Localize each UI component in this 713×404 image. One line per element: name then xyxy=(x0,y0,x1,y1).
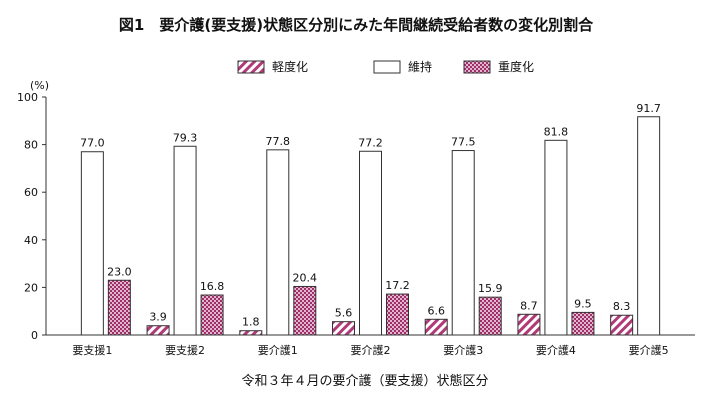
bar-3-0 xyxy=(107,279,131,336)
bar-3-3 xyxy=(386,293,409,336)
legend: 軽度化 維持 重度化 xyxy=(237,59,534,74)
data-label-2-3: 77.2 xyxy=(358,136,383,149)
data-label-1-5: 8.7 xyxy=(520,299,538,312)
y-tick-label-4: 80 xyxy=(24,139,38,152)
bar-2-3 xyxy=(359,150,382,336)
data-label-3-5: 9.5 xyxy=(574,297,592,310)
bar-2-5 xyxy=(544,139,568,336)
x-tick-label-0: 要支援1 xyxy=(72,343,112,357)
bar-2-4 xyxy=(451,150,475,336)
legend-swatch-2 xyxy=(373,60,401,74)
x-tick-label-6: 要介護5 xyxy=(629,343,669,357)
bar-1-1 xyxy=(146,325,170,336)
x-tick-label-3: 要介護2 xyxy=(351,343,391,357)
data-label-2-0: 77.0 xyxy=(80,137,105,150)
bar-3-1 xyxy=(200,294,224,336)
data-label-3-4: 15.9 xyxy=(478,282,503,295)
data-label-3-3: 17.2 xyxy=(385,279,410,292)
bar-3-5 xyxy=(571,311,595,336)
data-label-2-2: 77.8 xyxy=(266,135,291,148)
legend-label-3: 重度化 xyxy=(498,59,534,74)
data-label-3-1: 16.8 xyxy=(200,280,225,293)
data-label-2-5: 81.8 xyxy=(544,125,569,138)
y-axis: (%) 0 20 40 60 80 100 xyxy=(17,79,49,342)
y-tick-label-3: 60 xyxy=(24,186,38,199)
data-label-3-0: 23.0 xyxy=(107,265,132,278)
x-tick-label-4: 要介護3 xyxy=(443,343,483,357)
data-label-1-1: 3.9 xyxy=(149,311,167,324)
bar-2-2 xyxy=(266,149,290,336)
bar-1-2 xyxy=(239,330,263,336)
data-label-2-6: 91.7 xyxy=(636,102,661,115)
y-tick-label-2: 40 xyxy=(24,234,38,247)
x-tick-label-1: 要支援2 xyxy=(165,343,205,357)
data-label-1-4: 6.6 xyxy=(427,304,445,317)
data-label-1-3: 5.6 xyxy=(335,307,353,320)
bar-2-0 xyxy=(80,151,104,336)
chart-title: 図1 要介護(要支援)状態区分別にみた年間継続受給者数の変化別割合 xyxy=(119,16,594,34)
y-axis-unit: (%) xyxy=(30,79,49,92)
bar-3-4 xyxy=(478,296,502,336)
bar-1-4 xyxy=(424,318,448,336)
bar-2-6 xyxy=(637,116,661,336)
legend-swatch-1 xyxy=(237,60,265,74)
data-label-2-4: 77.5 xyxy=(451,136,476,149)
data-label-1-2: 1.8 xyxy=(242,316,260,329)
bar-3-2 xyxy=(293,285,317,336)
bar-2-1 xyxy=(173,145,197,336)
x-axis: 要支援1 要支援2 要介護1 要介護2 要介護3 要介護4 要介護5 xyxy=(46,334,695,357)
x-tick-label-5: 要介護4 xyxy=(536,343,576,357)
data-label-1-6: 8.3 xyxy=(613,300,631,313)
data-label-2-1: 79.3 xyxy=(173,131,198,144)
data-label-3-2: 20.4 xyxy=(293,271,318,284)
legend-swatch-3 xyxy=(463,60,491,74)
y-tick-label-1: 20 xyxy=(24,281,38,294)
bar-1-5 xyxy=(517,313,541,336)
bar-1-3 xyxy=(332,321,355,336)
bars: 77.0 23.0 3.9 79.3 16.8 1.8 77.8 20.4 5.6 77.2 17.… xyxy=(80,102,661,336)
x-tick-label-2: 要介護1 xyxy=(258,343,298,357)
legend-label-2: 維持 xyxy=(408,59,432,74)
y-tick-label-0: 0 xyxy=(31,329,38,342)
legend-label-1: 軽度化 xyxy=(272,59,308,74)
y-tick-label-5: 100 xyxy=(17,91,38,104)
bar-1-6 xyxy=(610,314,634,336)
x-axis-title: 令和３年４月の要介護（要支援）状態区分 xyxy=(241,373,488,389)
